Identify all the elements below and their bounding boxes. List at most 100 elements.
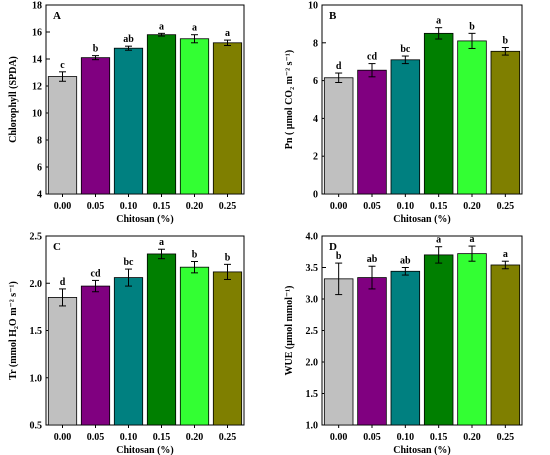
x-tick-label: 0.10 [397,432,415,443]
significance-letter: b [225,252,231,263]
x-axis-label: Chitosan (%) [393,445,451,455]
y-tick-label: 1.0 [306,421,319,432]
significance-letter: cd [91,268,101,279]
significance-letter: ab [123,34,134,45]
significance-letter: b [192,250,198,261]
y-tick-label: 1.5 [30,326,43,337]
y-tick-label: 2.5 [306,326,319,337]
significance-letter: a [503,249,508,260]
y-tick-label: 2.0 [306,358,319,369]
y-axis-label: Tr (mmol H₂O m⁻² s⁻¹) [8,281,19,380]
y-tick-label: 2 [313,152,318,163]
y-tick-label: 2.0 [30,279,43,290]
bar [80,57,111,195]
bar [146,253,177,426]
bar [357,69,387,195]
bar [323,77,354,195]
y-tick-label: 6 [37,163,42,174]
x-tick-label: 0.00 [330,201,348,212]
bar [179,38,210,195]
x-tick-label: 0.00 [54,201,72,212]
x-tick-label: 0.05 [363,432,381,443]
x-tick-label: 0.15 [153,201,171,212]
bar [323,278,354,426]
bar [113,277,144,426]
significance-letter: b [336,251,342,262]
y-tick-label: 4.0 [306,232,319,243]
y-axis-label: Pn ( μmol CO₂ m⁻² s⁻¹) [284,50,295,149]
significance-letter: b [503,36,509,47]
y-tick-label: 18 [32,1,42,12]
bar [357,277,387,426]
chart-panel-c: C 0.5 1.0 1.5 2.0 2.5 Tr (mmol H₂O m⁻² s⁻¹) d 0.… [8,232,245,455]
x-tick-label: 0.25 [219,201,237,212]
significance-letter: c [60,60,65,71]
y-tick-label: 1.5 [306,389,319,400]
y-tick-label: 10 [32,109,42,120]
x-tick-label: 0.10 [397,201,415,212]
bar [390,59,421,195]
x-tick-label: 0.25 [219,432,237,443]
y-tick-label: 2.5 [30,232,43,243]
significance-letter: bc [124,257,135,268]
significance-letter: bc [400,44,411,55]
x-axis-label: Chitosan (%) [393,214,451,225]
y-tick-label: 4 [313,114,318,125]
y-tick-label: 1.0 [30,373,43,384]
significance-letter: a [192,23,197,34]
significance-letter: d [60,277,66,288]
bar [390,270,421,426]
significance-letter: ab [367,254,378,265]
x-tick-label: 0.20 [463,432,481,443]
plot-frame [45,4,245,195]
bar [423,254,454,426]
y-axis-label: Chlorophyll (SPDA) [8,56,19,143]
y-tick-label: 0 [313,190,318,201]
significance-letter: a [436,235,441,246]
chart-panel-d: D 1.0 1.5 2.0 2.5 3.0 3.5 4.0 WUE (μmol mmol⁻¹) b… [284,232,523,455]
x-tick-label: 0.25 [497,432,515,443]
x-tick-label: 0.15 [153,432,171,443]
significance-letter: a [159,237,164,248]
x-tick-label: 0.10 [120,201,138,212]
y-tick-label: 12 [32,82,42,93]
bar [457,40,487,195]
bar [423,32,454,195]
significance-letter: a [470,234,475,245]
significance-letter: cd [367,52,377,63]
panel-label: C [53,241,61,253]
significance-letter: b [93,44,99,55]
y-tick-label: 8 [37,136,42,147]
x-axis-label: Chitosan (%) [116,445,174,455]
x-tick-label: 0.05 [87,432,105,443]
significance-letter: ab [400,256,411,267]
x-tick-label: 0.05 [363,201,381,212]
bar [146,34,177,195]
x-tick-label: 0.00 [54,432,72,443]
bar [113,47,144,195]
x-tick-label: 0.20 [186,201,204,212]
y-tick-label: 4 [37,190,42,201]
significance-letter: a [159,21,164,32]
y-tick-label: 3.0 [306,295,319,306]
bar [457,253,487,426]
significance-letter: a [225,28,230,39]
bar [47,76,78,195]
bar [212,42,243,195]
x-tick-label: 0.15 [430,201,448,212]
x-tick-label: 0.05 [87,201,105,212]
y-tick-label: 14 [32,55,42,66]
bar [490,50,521,195]
x-tick-label: 0.20 [463,201,481,212]
bar [490,264,521,426]
y-tick-label: 0.5 [30,421,43,432]
x-tick-label: 0.20 [186,432,204,443]
chart-panel-a: A 4 6 8 10 12 14 16 18 Chlorophyll (SPDA) c 0.00 b 0.… [8,1,245,225]
panel-label: A [53,10,61,22]
bar [212,271,243,426]
plot-frame [321,4,523,195]
y-tick-label: 6 [313,76,318,87]
panel-label: D [329,241,337,253]
x-tick-label: 0.15 [430,432,448,443]
